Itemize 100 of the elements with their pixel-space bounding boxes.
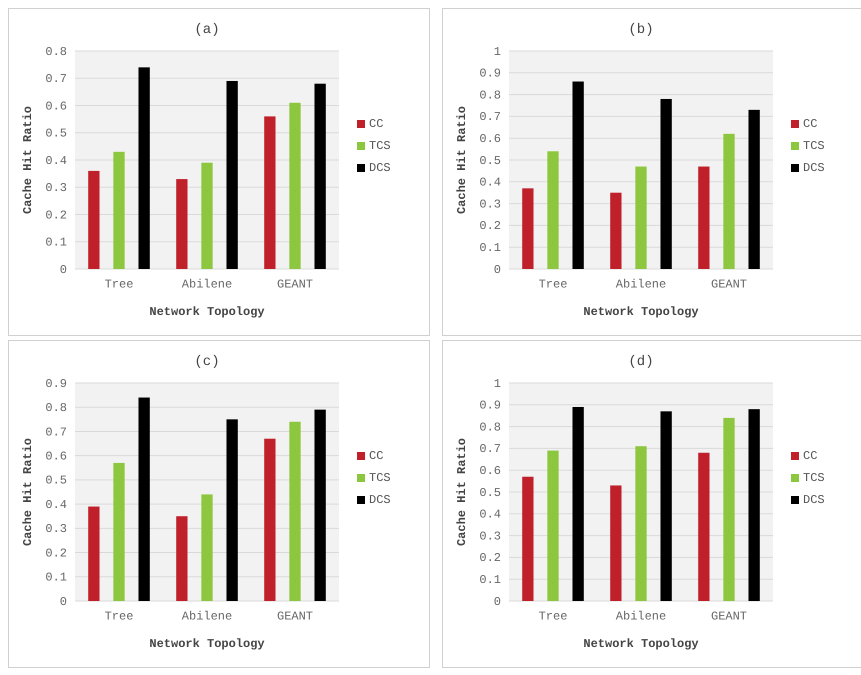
- bar: [113, 152, 125, 269]
- bar: [138, 398, 150, 601]
- y-axis-title: Cache Hit Ratio: [21, 438, 35, 546]
- y-tick-label: 0.3: [479, 529, 501, 544]
- chart-title: (d): [628, 354, 654, 370]
- y-tick-label: 0: [60, 594, 67, 609]
- bar: [748, 409, 760, 601]
- y-tick-label: 0.6: [45, 99, 67, 114]
- y-tick-label: 0.9: [479, 66, 501, 81]
- y-tick-label: 0.5: [45, 474, 67, 488]
- bar: [176, 179, 188, 269]
- y-tick-label: 0.3: [45, 181, 67, 196]
- legend-label: CC: [803, 117, 818, 131]
- bar: [660, 98, 672, 269]
- bar: [176, 516, 188, 601]
- y-tick-label: 0.1: [45, 570, 67, 585]
- legend-label: DCS: [803, 161, 825, 175]
- bar: [113, 462, 125, 601]
- bar: [635, 446, 647, 601]
- x-tick-label: Abilene: [616, 278, 666, 292]
- y-tick-label: 0.7: [45, 72, 67, 86]
- y-tick-label: 0.8: [45, 401, 67, 416]
- bar: [547, 450, 559, 601]
- y-tick-label: 0.2: [479, 219, 501, 234]
- y-tick-label: 0.4: [45, 498, 67, 512]
- bar: [201, 162, 213, 269]
- bar: [88, 506, 100, 601]
- x-axis-title: Network Topology: [583, 305, 699, 319]
- y-tick-label: 0.2: [45, 546, 67, 560]
- legend-label: CC: [369, 117, 384, 131]
- x-tick-label: GEANT: [276, 278, 314, 292]
- y-tick-label: 0: [60, 262, 67, 277]
- bar: [201, 494, 213, 601]
- x-axis-title: Network Topology: [149, 305, 265, 319]
- y-tick-label: 0.1: [479, 241, 501, 256]
- bar: [698, 166, 710, 269]
- legend-label: DCS: [369, 493, 391, 507]
- bar: [264, 438, 276, 601]
- bar: [289, 422, 301, 601]
- x-axis-title: Network Topology: [149, 637, 265, 651]
- legend-label: TCS: [369, 139, 391, 153]
- legend-label: CC: [369, 449, 384, 463]
- bar: [748, 110, 760, 269]
- bar: [635, 166, 647, 269]
- bar: [264, 116, 276, 269]
- y-tick-label: 0.1: [45, 236, 67, 250]
- bar: [660, 411, 672, 601]
- y-tick-label: 0: [494, 262, 501, 277]
- x-tick-label: Tree: [538, 610, 568, 624]
- y-tick-label: 0: [494, 594, 501, 609]
- x-tick-label: Tree: [104, 278, 134, 292]
- x-axis-title: Network Topology: [583, 637, 699, 651]
- y-tick-label: 0.1: [479, 573, 501, 588]
- y-tick-label: 0.5: [45, 126, 67, 141]
- legend-label: TCS: [803, 471, 825, 485]
- bar: [314, 84, 326, 269]
- bar: [572, 406, 584, 601]
- chart-title: (a): [194, 22, 220, 38]
- x-tick-label: Abilene: [182, 610, 232, 624]
- bar: [226, 80, 238, 269]
- y-axis-title: Cache Hit Ratio: [21, 106, 35, 214]
- y-tick-label: 0.8: [45, 44, 67, 59]
- y-tick-label: 0.8: [479, 88, 501, 102]
- legend-label: TCS: [803, 139, 825, 153]
- y-tick-label: 0.8: [479, 420, 501, 434]
- y-axis-title: Cache Hit Ratio: [455, 106, 469, 214]
- y-tick-label: 0.7: [45, 425, 67, 440]
- x-tick-label: GEANT: [710, 278, 748, 292]
- y-tick-label: 0.2: [479, 551, 501, 566]
- bar: [226, 419, 238, 601]
- y-tick-label: 0.7: [479, 442, 501, 456]
- y-tick-label: 0.6: [45, 450, 67, 464]
- bar: [289, 102, 301, 269]
- legend-label: CC: [803, 449, 818, 463]
- bar: [138, 67, 150, 269]
- y-tick-label: 1: [494, 44, 501, 59]
- x-tick-label: Abilene: [182, 278, 232, 292]
- y-tick-label: 0.5: [479, 486, 501, 500]
- bar: [698, 452, 710, 601]
- bar: [723, 134, 735, 269]
- y-tick-label: 0.9: [45, 376, 67, 391]
- x-tick-label: Tree: [104, 610, 134, 624]
- y-tick-label: 0.5: [479, 154, 501, 168]
- legend-label: TCS: [369, 471, 391, 485]
- bar: [610, 485, 622, 601]
- bar: [547, 151, 559, 269]
- y-tick-label: 0.4: [45, 154, 67, 168]
- chart-title: (c): [194, 354, 220, 370]
- y-axis-title: Cache Hit Ratio: [455, 438, 469, 546]
- x-tick-label: GEANT: [276, 610, 314, 624]
- y-tick-label: 0.6: [479, 132, 501, 146]
- x-tick-label: Tree: [538, 278, 568, 292]
- y-tick-label: 0.6: [479, 464, 501, 478]
- bar: [610, 192, 622, 269]
- y-tick-label: 0.2: [45, 208, 67, 222]
- y-tick-label: 0.4: [479, 508, 501, 522]
- bar: [314, 410, 326, 601]
- y-tick-label: 1: [494, 376, 501, 391]
- y-tick-label: 0.7: [479, 110, 501, 124]
- x-tick-label: GEANT: [710, 610, 748, 624]
